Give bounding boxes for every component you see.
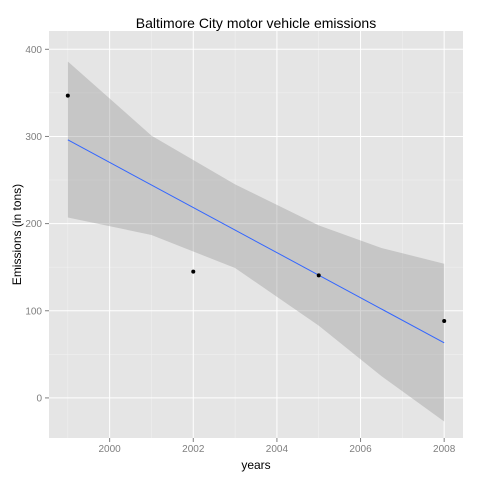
x-tick-label: 2000 — [99, 444, 122, 455]
chart-title: Baltimore City motor vehicle emissions — [136, 15, 376, 31]
plot-panel — [49, 31, 463, 438]
x-tick-label: 2008 — [433, 444, 456, 455]
grid-minor — [49, 31, 463, 438]
points-layer — [65, 93, 447, 323]
y-tick-label: 100 — [25, 306, 42, 317]
y-tick-label: 300 — [25, 132, 42, 143]
y-axis-label: Emissions (in tons) — [10, 184, 24, 285]
data-point — [442, 318, 447, 323]
grid-major — [49, 31, 463, 438]
x-axis-label: years — [241, 458, 270, 472]
y-tick-label: 200 — [25, 219, 42, 230]
x-axis-ticks: 2000 2002 2004 2006 2008 — [99, 438, 456, 455]
y-tick-label: 400 — [25, 45, 42, 56]
data-point — [316, 273, 321, 278]
x-tick-label: 2004 — [266, 444, 289, 455]
data-point — [191, 269, 196, 274]
x-tick-label: 2002 — [182, 444, 205, 455]
y-axis-ticks: 0 100 200 300 400 — [25, 45, 49, 404]
data-point — [65, 93, 70, 98]
x-tick-label: 2006 — [349, 444, 372, 455]
trend-line-layer — [67, 139, 445, 344]
y-tick-label: 0 — [36, 393, 42, 404]
trend-line — [67, 139, 445, 344]
